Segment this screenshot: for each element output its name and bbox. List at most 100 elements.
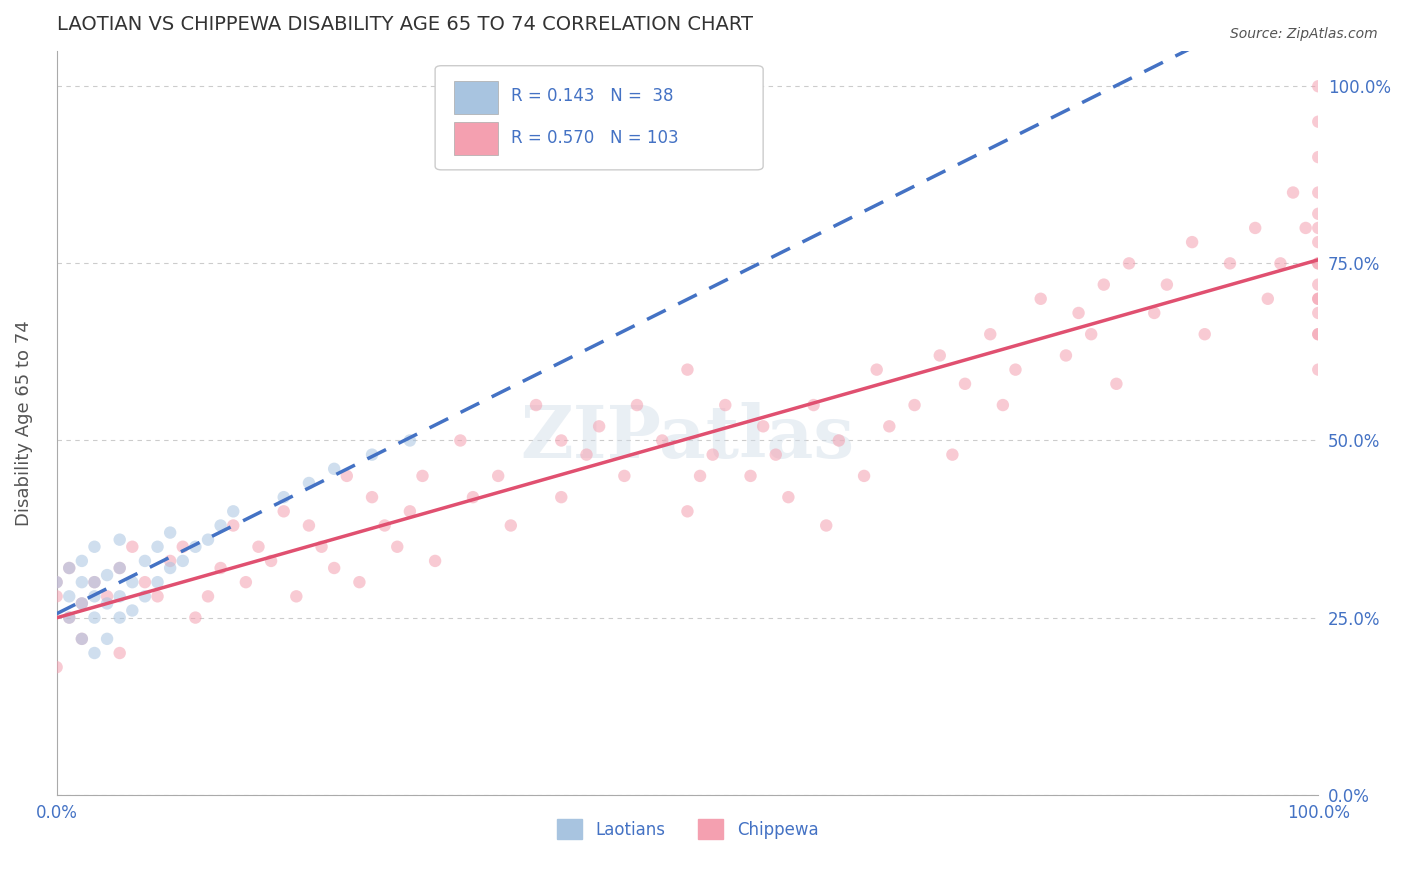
Chippewa xyxy=(1105,376,1128,391)
Chippewa xyxy=(1067,306,1090,320)
Laotians xyxy=(184,540,207,554)
Chippewa xyxy=(1156,277,1178,292)
Chippewa xyxy=(1308,221,1330,235)
Chippewa xyxy=(1029,292,1052,306)
Chippewa xyxy=(184,610,207,624)
Chippewa xyxy=(387,540,409,554)
Chippewa xyxy=(866,362,889,376)
Laotians xyxy=(134,590,156,604)
Laotians xyxy=(70,632,93,646)
Chippewa xyxy=(235,575,257,590)
Chippewa xyxy=(134,575,156,590)
Laotians xyxy=(134,554,156,568)
Chippewa xyxy=(740,469,762,483)
Chippewa xyxy=(1308,150,1330,164)
Chippewa xyxy=(399,504,422,518)
Chippewa xyxy=(1308,186,1330,200)
Legend: Laotians, Chippewa: Laotians, Chippewa xyxy=(550,813,825,846)
Laotians xyxy=(108,610,131,624)
Chippewa xyxy=(1270,256,1292,270)
Laotians xyxy=(70,554,93,568)
Chippewa xyxy=(159,554,181,568)
Chippewa xyxy=(903,398,925,412)
Laotians xyxy=(83,610,105,624)
Text: ZIPatlas: ZIPatlas xyxy=(520,402,855,473)
Chippewa xyxy=(298,518,321,533)
Laotians xyxy=(146,575,169,590)
Laotians xyxy=(172,554,194,568)
Laotians xyxy=(361,448,384,462)
Chippewa xyxy=(1308,292,1330,306)
Chippewa xyxy=(1054,349,1077,363)
Laotians xyxy=(146,540,169,554)
Chippewa xyxy=(247,540,270,554)
Chippewa xyxy=(714,398,737,412)
Chippewa xyxy=(499,518,522,533)
Text: R = 0.570   N = 103: R = 0.570 N = 103 xyxy=(510,128,679,147)
Chippewa xyxy=(550,434,572,448)
Chippewa xyxy=(979,327,1001,342)
Laotians xyxy=(197,533,219,547)
Laotians xyxy=(273,490,295,504)
Chippewa xyxy=(1308,256,1330,270)
Laotians xyxy=(108,590,131,604)
Chippewa xyxy=(803,398,825,412)
Chippewa xyxy=(45,660,67,674)
Chippewa xyxy=(1118,256,1140,270)
Chippewa xyxy=(1308,79,1330,94)
Chippewa xyxy=(1308,327,1330,342)
Chippewa xyxy=(676,504,699,518)
Laotians xyxy=(121,603,143,617)
Laotians xyxy=(58,610,80,624)
Chippewa xyxy=(765,448,787,462)
Chippewa xyxy=(815,518,838,533)
Chippewa xyxy=(108,646,131,660)
Chippewa xyxy=(1308,327,1330,342)
Chippewa xyxy=(70,596,93,610)
Laotians xyxy=(96,568,118,582)
Chippewa xyxy=(1244,221,1267,235)
Chippewa xyxy=(461,490,484,504)
Laotians xyxy=(121,575,143,590)
FancyBboxPatch shape xyxy=(434,66,763,169)
Y-axis label: Disability Age 65 to 74: Disability Age 65 to 74 xyxy=(15,320,32,525)
Chippewa xyxy=(991,398,1014,412)
Laotians xyxy=(399,434,422,448)
Chippewa xyxy=(853,469,876,483)
Chippewa xyxy=(197,590,219,604)
Chippewa xyxy=(423,554,446,568)
Chippewa xyxy=(941,448,963,462)
Chippewa xyxy=(879,419,901,434)
Chippewa xyxy=(550,490,572,504)
Chippewa xyxy=(524,398,547,412)
Chippewa xyxy=(1257,292,1279,306)
Chippewa xyxy=(374,518,396,533)
Chippewa xyxy=(1308,292,1330,306)
Chippewa xyxy=(1282,186,1305,200)
Chippewa xyxy=(260,554,283,568)
Text: LAOTIAN VS CHIPPEWA DISABILITY AGE 65 TO 74 CORRELATION CHART: LAOTIAN VS CHIPPEWA DISABILITY AGE 65 TO… xyxy=(56,15,752,34)
Chippewa xyxy=(613,469,636,483)
Chippewa xyxy=(752,419,775,434)
Laotians xyxy=(108,561,131,575)
Chippewa xyxy=(486,469,509,483)
Laotians xyxy=(83,540,105,554)
Chippewa xyxy=(96,590,118,604)
Chippewa xyxy=(1092,277,1115,292)
Chippewa xyxy=(953,376,976,391)
Laotians xyxy=(209,518,232,533)
Chippewa xyxy=(588,419,610,434)
FancyBboxPatch shape xyxy=(454,80,498,114)
Laotians xyxy=(45,575,67,590)
FancyBboxPatch shape xyxy=(454,121,498,155)
Chippewa xyxy=(651,434,673,448)
Chippewa xyxy=(349,575,371,590)
Laotians xyxy=(58,590,80,604)
Chippewa xyxy=(928,349,950,363)
Laotians xyxy=(96,596,118,610)
Chippewa xyxy=(58,610,80,624)
Text: R = 0.143   N =  38: R = 0.143 N = 38 xyxy=(510,87,673,105)
Chippewa xyxy=(83,575,105,590)
Chippewa xyxy=(121,540,143,554)
Chippewa xyxy=(411,469,433,483)
